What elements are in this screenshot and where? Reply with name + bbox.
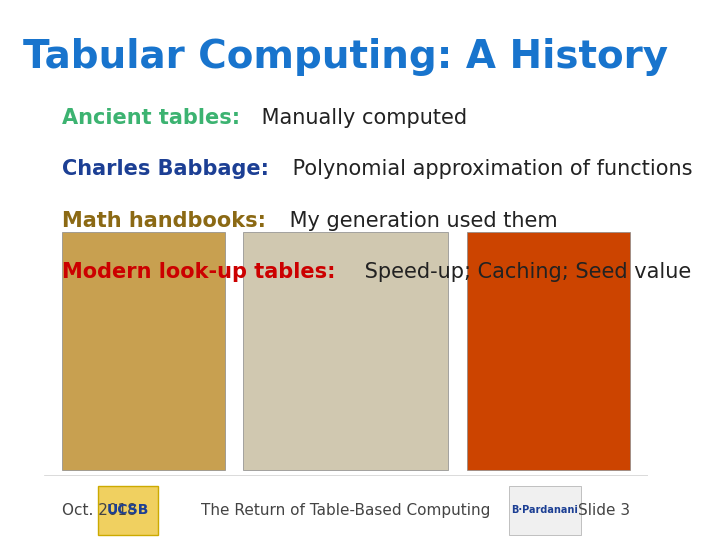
Text: Polynomial approximation of functions: Polynomial approximation of functions <box>286 159 693 179</box>
Text: Speed-up; Caching; Seed value: Speed-up; Caching; Seed value <box>358 262 691 282</box>
Text: B·Pardanani: B·Pardanani <box>512 505 578 515</box>
FancyBboxPatch shape <box>62 232 225 470</box>
FancyBboxPatch shape <box>467 232 629 470</box>
Text: Modern look-up tables:: Modern look-up tables: <box>62 262 336 282</box>
FancyBboxPatch shape <box>243 232 449 470</box>
Text: Slide 3: Slide 3 <box>577 503 629 518</box>
Text: The Return of Table-Based Computing: The Return of Table-Based Computing <box>201 503 490 518</box>
Text: Charles Babbage:: Charles Babbage: <box>62 159 269 179</box>
FancyBboxPatch shape <box>98 486 158 535</box>
Text: UCSB: UCSB <box>107 503 149 517</box>
Text: Manually computed: Manually computed <box>255 108 467 128</box>
Text: Tabular Computing: A History: Tabular Computing: A History <box>23 38 668 76</box>
FancyBboxPatch shape <box>509 486 581 535</box>
Text: My generation used them: My generation used them <box>282 211 557 231</box>
Text: Math handbooks:: Math handbooks: <box>62 211 266 231</box>
Text: Oct. 2018: Oct. 2018 <box>62 503 136 518</box>
Text: Ancient tables:: Ancient tables: <box>62 108 240 128</box>
